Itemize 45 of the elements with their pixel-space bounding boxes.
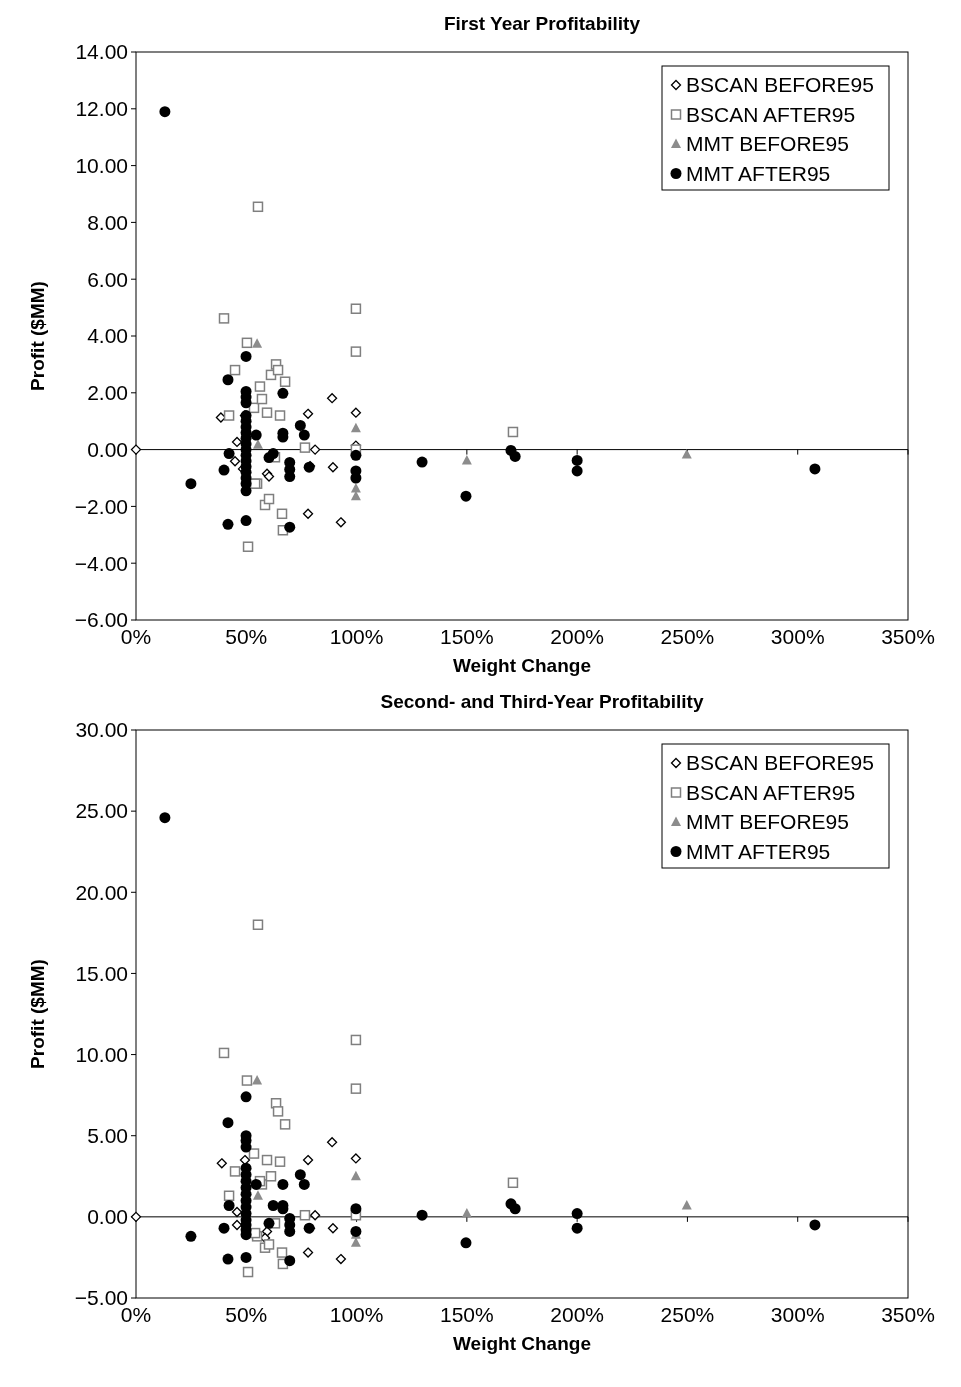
- legend-label: BSCAN AFTER95: [686, 780, 856, 804]
- x-tick-label: 350%: [881, 1303, 935, 1326]
- x-tick-label: 100%: [329, 625, 384, 648]
- x-tick-label: 100%: [329, 1303, 384, 1326]
- y-tick-label: 14.00: [75, 40, 128, 64]
- y-tick-label: 10.00: [75, 1042, 128, 1066]
- x-tick-label: 300%: [770, 625, 825, 648]
- x-tick-label: 250%: [660, 1303, 715, 1326]
- x-tick-label: 250%: [660, 625, 715, 648]
- x-tick-label: 150%: [440, 625, 494, 648]
- y-tick-label: 8.00: [87, 210, 128, 234]
- legend-label: BSCAN AFTER95: [686, 102, 856, 126]
- y-tick-label: 25.00: [75, 799, 128, 823]
- legend-label: BSCAN BEFORE95: [686, 751, 874, 775]
- y-axis-title: Profit ($MM): [27, 281, 48, 391]
- legend-label: MMT BEFORE95: [686, 810, 849, 834]
- legend-label: MMT AFTER95: [686, 161, 831, 185]
- y-tick-label: −4.00: [74, 551, 128, 575]
- x-tick-label: 300%: [770, 1303, 825, 1326]
- y-tick-label: 15.00: [75, 961, 128, 985]
- x-axis-title: Weight Change: [453, 655, 591, 676]
- x-tick-label: 50%: [225, 1303, 268, 1326]
- chart-title: First Year Profitability: [443, 13, 641, 34]
- y-tick-label: 6.00: [87, 267, 128, 291]
- x-tick-label: 200%: [550, 1303, 604, 1326]
- y-tick-label: −2.00: [74, 494, 128, 518]
- x-tick-label: 150%: [440, 1303, 494, 1326]
- x-axis-title: Weight Change: [453, 1333, 591, 1354]
- chart-title: Second- and Third-Year Profitability: [380, 691, 704, 712]
- y-tick-label: 20.00: [75, 880, 128, 904]
- y-tick-label: 30.00: [75, 718, 128, 742]
- y-tick-label: 10.00: [75, 153, 128, 177]
- y-tick-label: 12.00: [75, 97, 128, 121]
- x-tick-label: 200%: [550, 625, 604, 648]
- legend-label: MMT BEFORE95: [686, 132, 849, 156]
- y-tick-label: 5.00: [87, 1124, 128, 1148]
- y-tick-label: 2.00: [87, 381, 128, 405]
- y-axis-title: Profit ($MM): [27, 959, 48, 1069]
- y-tick-label: 0.00: [87, 437, 128, 461]
- x-tick-label: 350%: [881, 625, 935, 648]
- y-tick-label: 0.00: [87, 1205, 128, 1229]
- x-tick-label: 50%: [225, 625, 268, 648]
- legend-label: MMT AFTER95: [686, 839, 831, 863]
- legend-label: BSCAN BEFORE95: [686, 73, 874, 97]
- y-tick-label: 4.00: [87, 324, 128, 348]
